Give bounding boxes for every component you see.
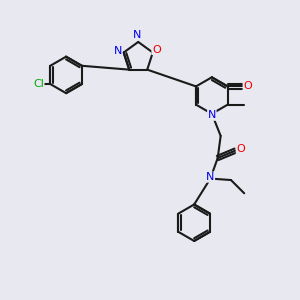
Text: Cl: Cl	[33, 79, 44, 89]
Text: O: O	[152, 45, 161, 55]
Text: O: O	[243, 81, 252, 92]
Text: N: N	[133, 30, 141, 40]
Text: O: O	[236, 144, 245, 154]
Text: N: N	[206, 172, 214, 182]
Text: N: N	[208, 110, 216, 120]
Text: N: N	[114, 46, 122, 56]
